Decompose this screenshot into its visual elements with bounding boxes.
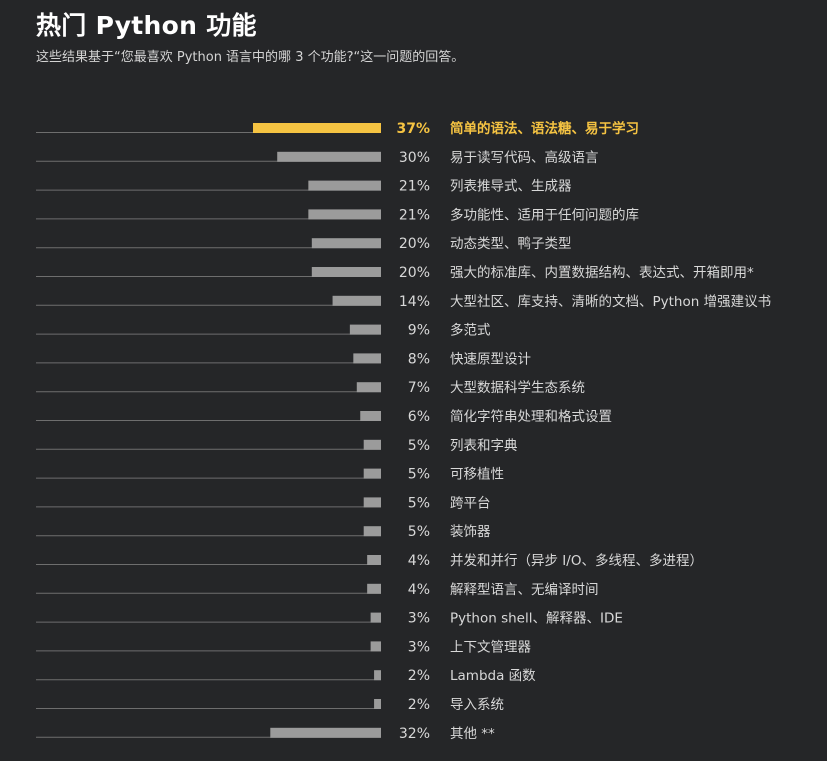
value-label: 4% [408, 553, 430, 569]
bar [311, 267, 381, 277]
category-label: Lambda 函数 [450, 668, 536, 684]
value-label: 14% [399, 294, 430, 310]
category-label: 简单的语法、语法糖、易于学习 [450, 120, 639, 137]
category-label: 列表推导式、生成器 [450, 179, 572, 195]
bar [308, 209, 381, 220]
chart-subtitle: 这些结果基于“您最喜欢 Python 语言中的哪 3 个功能?“这一问题的回答。 [36, 50, 465, 65]
category-label: 其他 ** [450, 726, 495, 742]
bar [374, 670, 381, 681]
bar [349, 324, 381, 335]
bar [374, 699, 381, 709]
category-label: 简化字符串处理和格式设置 [450, 408, 612, 425]
bar [308, 180, 381, 191]
value-label: 6% [408, 409, 430, 425]
category-label: 大型社区、库支持、清晰的文档、Python 增强建议书 [450, 294, 771, 310]
value-label: 3% [408, 639, 430, 655]
bar [270, 727, 381, 738]
value-label: 4% [408, 582, 430, 598]
value-label: 5% [408, 438, 430, 454]
value-label: 3% [408, 611, 430, 627]
value-label: 2% [408, 697, 430, 713]
bar [277, 151, 381, 162]
value-label: 7% [408, 380, 430, 396]
category-label: 跨平台 [450, 495, 491, 511]
value-label: 9% [408, 323, 430, 339]
bar [360, 411, 381, 421]
bar [363, 439, 381, 450]
category-label: 可移植性 [450, 467, 504, 483]
bar [367, 555, 381, 565]
category-label: 上下文管理器 [450, 639, 531, 655]
category-label: 装饰器 [450, 524, 491, 540]
value-label: 30% [399, 150, 430, 166]
category-label: 解释型语言、无编译时间 [450, 582, 599, 598]
category-label: Python shell、解释器、IDE [450, 611, 623, 627]
bar [370, 612, 381, 623]
category-label: 多功能性、适用于任何问题的库 [450, 206, 639, 223]
value-label: 5% [408, 495, 430, 511]
bar [311, 238, 381, 249]
value-label: 5% [408, 524, 430, 540]
bar [367, 583, 381, 594]
bar [332, 295, 381, 306]
bar [363, 468, 381, 479]
category-label: 并发和并行（异步 I/O、多线程、多进程） [450, 552, 703, 569]
value-label: 8% [408, 351, 430, 367]
value-label: 37% [396, 121, 430, 137]
bar [363, 526, 381, 537]
category-label: 快速原型设计 [450, 351, 531, 367]
category-label: 动态类型、鸭子类型 [450, 236, 572, 252]
value-label: 21% [399, 207, 430, 223]
bar [356, 382, 381, 393]
value-label: 5% [408, 467, 430, 483]
bar [353, 353, 381, 364]
value-label: 20% [399, 236, 430, 252]
bar [370, 641, 381, 652]
chart-title: 热门 Python 功能 [36, 11, 257, 40]
bar [363, 497, 381, 508]
category-label: 易于读写代码、高级语言 [450, 149, 599, 166]
value-label: 32% [399, 726, 430, 742]
value-label: 2% [408, 668, 430, 684]
value-label: 20% [399, 265, 430, 281]
category-label: 多范式 [450, 322, 491, 339]
value-label: 21% [399, 179, 430, 195]
category-label: 强大的标准库、内置数据结构、表达式、开箱即用* [450, 265, 754, 281]
category-label: 导入系统 [450, 697, 504, 713]
bar [253, 123, 381, 133]
category-label: 列表和字典 [450, 438, 518, 454]
category-label: 大型数据科学生态系统 [450, 380, 585, 396]
